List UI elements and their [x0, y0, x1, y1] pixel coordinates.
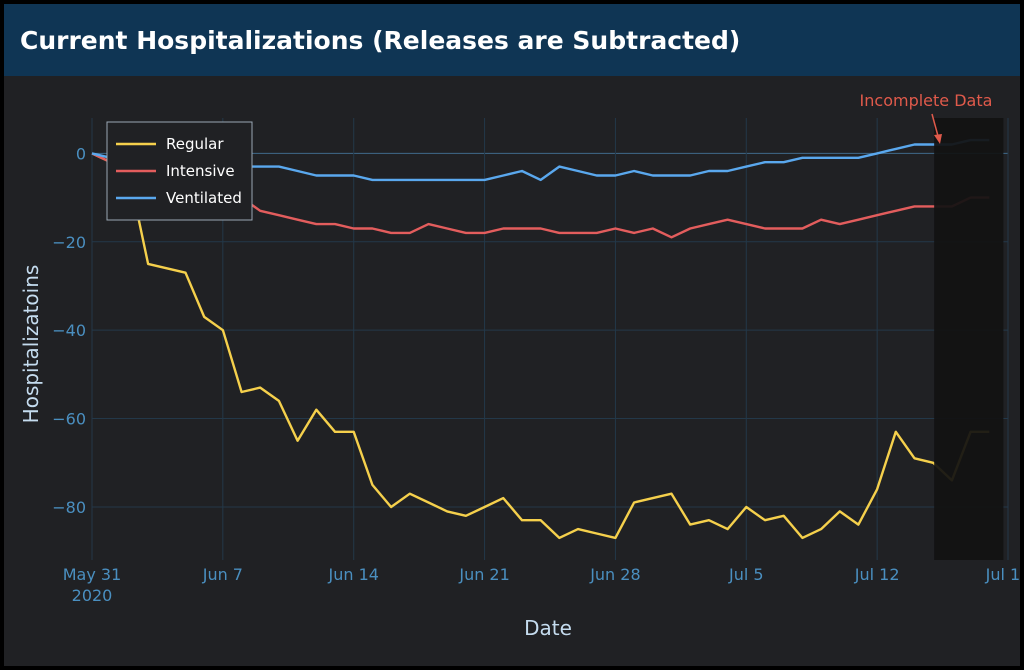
annotation-arrowhead: [934, 134, 942, 144]
incomplete-data-region: [934, 118, 1004, 560]
legend-label-intensive: Intensive: [166, 162, 235, 180]
legend-label-regular: Regular: [166, 135, 224, 153]
series-line-regular: [91, 152, 990, 540]
x-axis-title: Date: [524, 616, 572, 640]
chart-header: Current Hospitalizations (Releases are S…: [4, 4, 1020, 76]
y-tick-label: −40: [52, 321, 86, 340]
annotation-arrow-line: [931, 113, 939, 137]
y-axis-title: Hospitalizatoins: [19, 265, 43, 424]
y-tick-label: −60: [52, 410, 86, 429]
annotation: Incomplete Data: [860, 91, 993, 144]
x-tick-label: Jul 12: [854, 565, 900, 584]
x-tick-label: Jun 14: [327, 565, 378, 584]
y-tick-label: −80: [52, 498, 86, 517]
x-tick-label: Jul 5: [728, 565, 764, 584]
chart-card: Current Hospitalizations (Releases are S…: [4, 4, 1020, 666]
y-tick-labels: 0 −20 −40 −60 −80: [52, 144, 86, 517]
x-tick-year-label: 2020: [72, 586, 113, 605]
y-tick-label: 0: [76, 144, 86, 163]
x-tick-label: Jun 21: [458, 565, 509, 584]
annotation-text: Incomplete Data: [860, 91, 993, 110]
y-tick-label: −20: [52, 233, 86, 252]
grid-lines: [91, 118, 1009, 560]
x-tick-label: Jun 7: [202, 565, 243, 584]
x-tick-label: May 31: [63, 565, 122, 584]
line-chart: 0 −20 −40 −60 −80 May 31 Jun 7 Jun 14 Jun 21 Jun…: [19, 91, 1020, 640]
x-tick-labels: May 31 Jun 7 Jun 14 Jun 21 Jun 28 Jul 5 Jul 12…: [63, 565, 1020, 605]
legend[interactable]: Regular Intensive Ventilated: [106, 121, 253, 221]
x-tick-label: Jul 19: [985, 565, 1020, 584]
x-tick-label: Jun 28: [589, 565, 640, 584]
incomplete-data-overlay: [934, 118, 1004, 560]
chart-title: Current Hospitalizations (Releases are S…: [20, 26, 741, 55]
legend-label-ventilated: Ventilated: [166, 189, 242, 207]
